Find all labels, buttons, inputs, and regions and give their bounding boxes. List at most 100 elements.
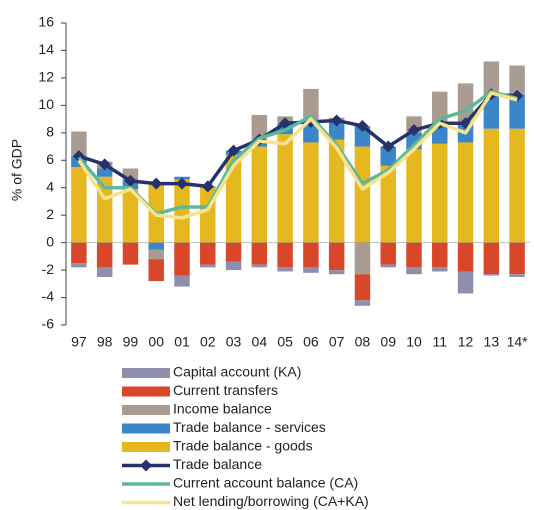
y-tick-label: -4 bbox=[42, 288, 55, 304]
x-tick-label: 14* bbox=[507, 334, 529, 350]
legend-label: Income balance bbox=[173, 401, 272, 417]
line-marker bbox=[330, 114, 343, 127]
x-tick-label: 06 bbox=[303, 334, 319, 350]
y-tick-label: 12 bbox=[38, 69, 54, 85]
bar-segment bbox=[251, 114, 268, 140]
bar-segment bbox=[251, 242, 268, 265]
bar-segment bbox=[277, 242, 293, 268]
y-tick-label: 10 bbox=[38, 96, 54, 112]
y-tick-label: 8 bbox=[46, 124, 54, 140]
bar-segment bbox=[406, 267, 422, 275]
bar-segment bbox=[225, 242, 242, 262]
bar-segment bbox=[303, 121, 319, 143]
legend-label: Current account balance (CA) bbox=[173, 475, 358, 491]
bar-segment bbox=[122, 168, 139, 180]
line-marker bbox=[227, 144, 240, 157]
x-tick-label: 11 bbox=[433, 334, 448, 350]
line-series bbox=[77, 89, 518, 216]
legend-label: Net lending/borrowing (CA+KA) bbox=[173, 493, 369, 509]
line-marker bbox=[511, 89, 524, 102]
y-tick-label: 4 bbox=[46, 178, 54, 194]
legend-label: Trade balance - goods bbox=[173, 438, 313, 454]
line-series bbox=[78, 92, 518, 189]
bar-segment bbox=[277, 134, 293, 243]
bar-segment bbox=[200, 264, 216, 268]
bar-segment bbox=[96, 267, 113, 277]
x-tick-label: 08 bbox=[355, 334, 371, 350]
y-tick-label: -2 bbox=[42, 261, 55, 277]
bar-segment bbox=[328, 139, 345, 243]
x-tick-label: 98 bbox=[97, 334, 113, 350]
y-axis-label: % of GDP bbox=[9, 139, 25, 201]
bar-segment bbox=[251, 146, 268, 243]
line-marker bbox=[176, 177, 188, 190]
bar-segment bbox=[148, 249, 164, 260]
legend-swatch bbox=[122, 405, 170, 415]
bar-segment bbox=[303, 267, 319, 273]
bar-segment bbox=[251, 264, 268, 268]
x-tick-label: 13 bbox=[484, 334, 500, 350]
bar-segment bbox=[457, 242, 474, 272]
line-marker bbox=[356, 119, 369, 132]
x-tick-label: 97 bbox=[71, 334, 87, 350]
legend-label: Current transfers bbox=[173, 382, 278, 398]
line-marker bbox=[98, 158, 111, 171]
bar-segment bbox=[483, 128, 500, 243]
bar-segment bbox=[328, 270, 345, 275]
bar-segment bbox=[406, 149, 422, 243]
bar-segment bbox=[509, 242, 525, 275]
bar-segment bbox=[509, 65, 525, 95]
bar-segment bbox=[148, 242, 164, 250]
bar-segment bbox=[457, 142, 474, 243]
legend-label: Trade balance - services bbox=[173, 419, 326, 435]
bar-segment bbox=[509, 94, 525, 129]
y-tick-label: 16 bbox=[38, 14, 54, 30]
bar-segment bbox=[96, 242, 113, 268]
legend-swatch bbox=[122, 368, 170, 378]
bar-segment bbox=[509, 274, 525, 277]
x-tick-label: 03 bbox=[226, 334, 242, 350]
bar-segment bbox=[354, 242, 371, 275]
legend-label: Capital account (KA) bbox=[173, 364, 301, 380]
bar-segment bbox=[200, 242, 216, 265]
line-marker bbox=[150, 177, 163, 190]
bar-segment bbox=[303, 88, 319, 122]
bar-segment bbox=[483, 274, 500, 276]
x-tick-label: 99 bbox=[123, 334, 139, 350]
line-marker bbox=[201, 180, 214, 193]
bar-segment bbox=[483, 94, 500, 129]
bar-segment bbox=[225, 261, 242, 271]
bar-segment bbox=[122, 189, 139, 243]
line-marker bbox=[382, 140, 395, 153]
bar-segment bbox=[432, 242, 448, 268]
bar-segment bbox=[71, 242, 87, 264]
line-series bbox=[77, 91, 518, 220]
bar-segment bbox=[96, 168, 113, 177]
legend-marker bbox=[140, 459, 152, 472]
bar-segment bbox=[406, 242, 422, 268]
x-tick-label: 00 bbox=[148, 334, 164, 350]
bar-segment bbox=[328, 121, 345, 140]
bar-segment bbox=[354, 274, 371, 301]
line-marker bbox=[124, 174, 137, 187]
bar-segment bbox=[457, 271, 474, 294]
legend-label: Trade balance bbox=[173, 456, 262, 472]
bar-segment bbox=[174, 275, 190, 287]
bar-segment bbox=[303, 142, 319, 243]
bar-segment bbox=[432, 91, 448, 124]
y-tick-label: 6 bbox=[46, 151, 54, 167]
x-tick-label: 09 bbox=[380, 334, 396, 350]
bar-segment bbox=[432, 143, 448, 243]
bar-segment bbox=[71, 131, 87, 157]
bar-segment bbox=[432, 267, 448, 272]
legend-swatch bbox=[122, 386, 170, 397]
bar-segment bbox=[380, 146, 396, 166]
line-marker bbox=[408, 124, 420, 137]
y-tick-label: 0 bbox=[46, 233, 54, 249]
bar-segment bbox=[483, 242, 500, 275]
legend-swatch bbox=[122, 423, 170, 434]
line-marker bbox=[279, 117, 292, 130]
bar-segment bbox=[303, 242, 319, 268]
